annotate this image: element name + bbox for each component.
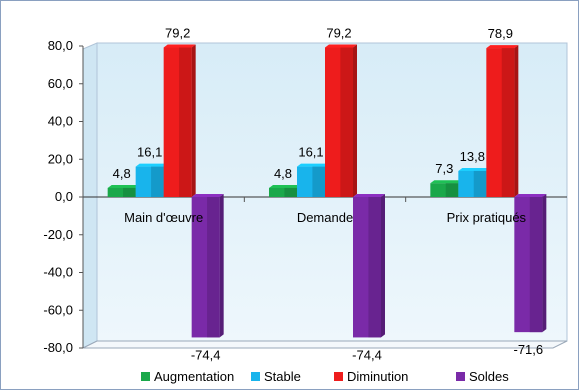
legend-swatch-stable xyxy=(251,372,260,381)
data-label-stable: 16,1 xyxy=(298,145,323,160)
bar-top xyxy=(269,184,301,188)
y-tick-label: 40,0 xyxy=(48,114,73,129)
data-label-augmentation: 7,3 xyxy=(435,161,453,176)
bar-shade xyxy=(123,187,136,197)
bar-shade xyxy=(312,166,325,197)
y-tick-label: -60,0 xyxy=(43,302,73,317)
bar-top xyxy=(458,167,491,171)
y-tick-label: 60,0 xyxy=(48,76,73,91)
floor xyxy=(82,340,568,349)
data-label-stable: 16,1 xyxy=(137,145,162,160)
bar-soldes xyxy=(514,194,547,333)
bar-augmentation xyxy=(269,184,301,197)
bar-shade xyxy=(340,47,353,198)
legend-swatch-diminution xyxy=(334,372,343,381)
bar-stable xyxy=(297,163,329,197)
bar-augmentation xyxy=(430,180,463,197)
legend-label-augmentation: Augmentation xyxy=(154,369,234,384)
data-label-augmentation: 4,8 xyxy=(113,166,131,181)
bar-top xyxy=(163,44,196,48)
category-label: Demande xyxy=(297,210,353,225)
y-axis: 80,0 60,0 40,0 20,0 0,0 -20,0 -40,0 -60,0 -80,0 xyxy=(43,38,407,355)
category-labels: Main d'œuvre Demande Prix pratiqués xyxy=(124,210,526,225)
legend-label-soldes: Soldes xyxy=(469,369,509,384)
bar-top xyxy=(107,184,140,188)
bar-side xyxy=(191,44,196,198)
category-label: Prix pratiqués xyxy=(447,210,527,225)
bar-shade xyxy=(151,166,164,197)
bar-shade xyxy=(501,48,515,197)
data-label-stable: 13,8 xyxy=(460,149,485,164)
bar-shade xyxy=(529,197,543,333)
legend-swatch-soldes xyxy=(456,372,465,381)
bar-side xyxy=(514,45,519,197)
legend-label-diminution: Diminution xyxy=(347,369,408,384)
category-label: Main d'œuvre xyxy=(124,210,203,225)
bar-augmentation xyxy=(107,184,140,197)
bar-shade xyxy=(179,47,192,198)
y-tick-label: 80,0 xyxy=(48,38,73,53)
bar-shade xyxy=(368,197,381,338)
bars xyxy=(107,44,547,338)
bar-diminution xyxy=(325,44,357,198)
y-tick-label: 20,0 xyxy=(48,151,73,166)
bar-top xyxy=(353,194,385,197)
legend-label-stable: Stable xyxy=(264,369,301,384)
bar-top xyxy=(514,194,547,197)
bar-soldes xyxy=(191,194,224,338)
bar-shade xyxy=(207,197,220,338)
bar-top xyxy=(325,44,357,48)
data-labels: 4,8 16,1 79,2 -74,4 4,8 16,1 79,2 -74,4 7,3 13,8 7… xyxy=(113,26,544,363)
bar-shade xyxy=(473,170,487,197)
bar-diminution xyxy=(163,44,196,198)
data-label-soldes: -74,4 xyxy=(191,347,221,362)
bar-diminution xyxy=(486,45,519,197)
bar-side xyxy=(542,194,547,333)
legend: Augmentation Stable Diminution Soldes xyxy=(141,369,509,384)
bar-stable xyxy=(135,163,168,197)
bar-side xyxy=(381,194,385,338)
y-tick-label: -80,0 xyxy=(43,340,73,355)
bar-front xyxy=(107,187,136,197)
bar-shade xyxy=(284,187,297,197)
bar-top xyxy=(297,163,329,167)
bar-front xyxy=(269,187,297,197)
data-label-augmentation: 4,8 xyxy=(274,166,292,181)
bar-stable xyxy=(458,167,491,197)
data-label-soldes: -71,6 xyxy=(514,342,544,357)
legend-swatch-augmentation xyxy=(141,372,150,381)
bar-top xyxy=(486,45,519,49)
data-label-diminution: 78,9 xyxy=(488,26,513,41)
bar-top xyxy=(135,163,168,167)
bar-side xyxy=(353,44,357,198)
side-wall xyxy=(82,42,98,349)
y-tick-label: -20,0 xyxy=(43,227,73,242)
y-tick-label: 0,0 xyxy=(55,189,73,204)
bar-top xyxy=(430,180,463,184)
y-tick-label: -40,0 xyxy=(43,265,73,280)
data-label-diminution: 79,2 xyxy=(326,26,351,41)
bar-shade xyxy=(445,183,459,197)
bar-top xyxy=(191,194,224,197)
bar-side xyxy=(219,194,224,338)
data-label-diminution: 79,2 xyxy=(165,26,190,41)
bar-soldes xyxy=(353,194,385,338)
data-label-soldes: -74,4 xyxy=(352,347,382,362)
